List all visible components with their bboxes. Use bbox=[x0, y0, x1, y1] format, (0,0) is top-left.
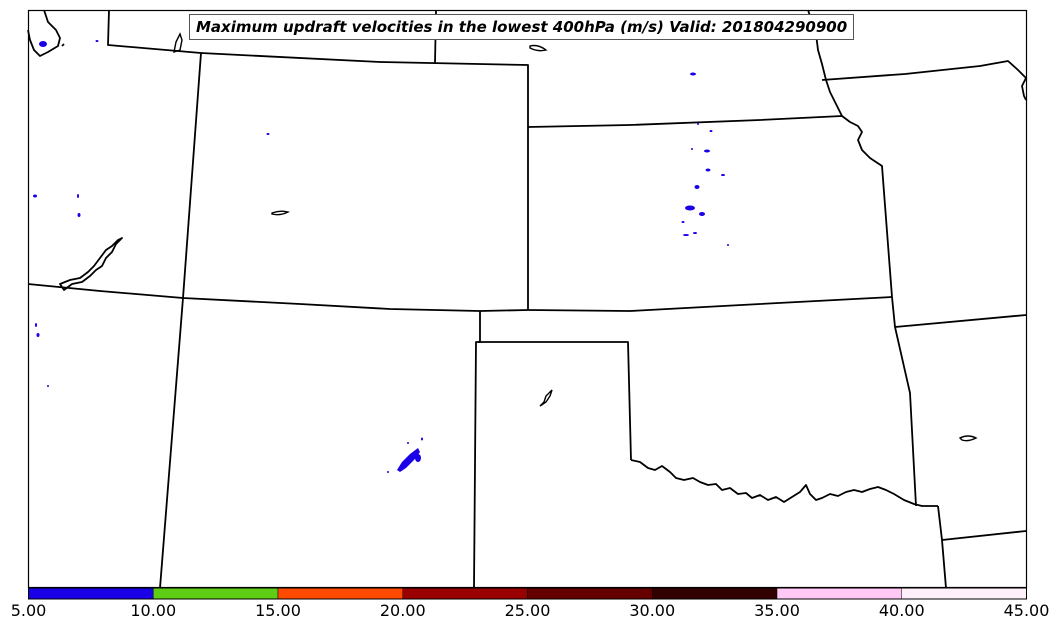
colorbar-tick-label: 45.00 bbox=[1003, 601, 1050, 620]
nebraska-border bbox=[200, 52, 529, 310]
updraft-cell bbox=[683, 234, 689, 236]
state-borders bbox=[27, 9, 1027, 589]
great-salt-lake bbox=[59, 237, 123, 291]
lake-4 bbox=[539, 389, 553, 407]
colorbar-frame bbox=[28, 587, 1027, 600]
colorbar-bin bbox=[901, 587, 1027, 600]
colorbar-tick-label: 30.00 bbox=[629, 601, 676, 620]
lake-5 bbox=[958, 435, 978, 442]
colorbar-tick-label: 20.00 bbox=[379, 601, 426, 620]
map-title: Maximum updraft velocities in the lowest… bbox=[189, 14, 855, 40]
colorbar-tick-label: 40.00 bbox=[878, 601, 925, 620]
colorbar-bin bbox=[28, 587, 154, 600]
colorbar-bin bbox=[776, 587, 902, 600]
updraft-cell bbox=[705, 168, 711, 172]
red-river bbox=[630, 459, 938, 507]
colorbar-bin bbox=[527, 587, 653, 600]
colorbar bbox=[28, 587, 1027, 600]
colorbar-tick-label: 5.00 bbox=[10, 601, 47, 620]
updraft-cells bbox=[33, 40, 729, 473]
updraft-cell bbox=[721, 174, 725, 176]
updraft-cell-band bbox=[397, 448, 420, 472]
updraft-cell bbox=[704, 149, 710, 153]
updraft-cell bbox=[693, 232, 697, 234]
utah-border bbox=[159, 297, 184, 589]
updraft-cell bbox=[691, 148, 693, 150]
updraft-cell bbox=[709, 130, 713, 132]
lake-outlines bbox=[173, 32, 978, 442]
colorbar-bin bbox=[652, 587, 778, 600]
updraft-cell bbox=[694, 185, 700, 189]
updraft-cell bbox=[36, 333, 40, 337]
ia-mo-border bbox=[821, 60, 1027, 81]
updraft-cell bbox=[77, 213, 81, 217]
ks-ok-border bbox=[527, 296, 893, 312]
updraft-cell bbox=[35, 323, 37, 327]
ar-la-border bbox=[941, 530, 1027, 541]
updraft-cell bbox=[39, 41, 47, 47]
colorbar-tick-label: 15.00 bbox=[255, 601, 301, 620]
colorbar-tick-label: 10.00 bbox=[130, 601, 177, 620]
updraft-cell bbox=[727, 244, 729, 246]
mo-ks-border bbox=[841, 115, 893, 298]
lake-2 bbox=[529, 44, 548, 52]
updraft-cell bbox=[690, 72, 696, 76]
updraft-cell bbox=[95, 40, 99, 42]
mo-ar-border bbox=[894, 314, 1027, 328]
colorbar-tick-label: 35.00 bbox=[754, 601, 800, 620]
ks-ne-border bbox=[527, 115, 843, 128]
updraft-cell bbox=[407, 442, 409, 444]
updraft-cell bbox=[47, 385, 49, 387]
colorbar-bin bbox=[402, 587, 528, 600]
updraft-cell bbox=[415, 454, 421, 462]
id-mt-border bbox=[27, 9, 61, 57]
colorbar-bin bbox=[153, 587, 279, 600]
updraft-cell bbox=[685, 205, 695, 211]
updraft-cell bbox=[77, 194, 79, 198]
updraft-cell bbox=[387, 471, 389, 473]
updraft-cell bbox=[266, 133, 270, 135]
oklahoma-panhandle bbox=[478, 341, 632, 461]
updraft-cell bbox=[421, 437, 423, 441]
colorbar-bin bbox=[277, 587, 403, 600]
colorbar-tick-label: 25.00 bbox=[504, 601, 551, 620]
updraft-cell bbox=[681, 221, 685, 223]
updraft-cell bbox=[33, 194, 37, 198]
ut-id-border-lake bbox=[61, 43, 65, 47]
updraft-cell bbox=[697, 123, 699, 125]
mississippi-river bbox=[1021, 77, 1027, 101]
lake-3 bbox=[271, 210, 291, 216]
ok-ar-border bbox=[891, 296, 917, 507]
lake-1 bbox=[173, 32, 183, 54]
updraft-cell bbox=[699, 212, 705, 216]
wyoming-border bbox=[107, 9, 202, 299]
